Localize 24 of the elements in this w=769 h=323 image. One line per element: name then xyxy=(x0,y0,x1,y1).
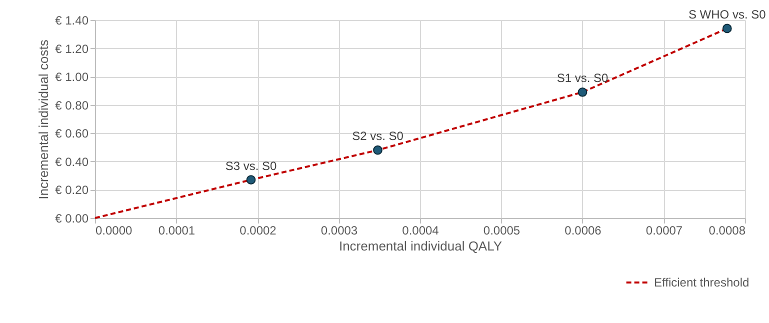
x-tick-label: 0.0000 xyxy=(96,224,133,238)
x-tick-label: 0.0005 xyxy=(483,224,520,238)
y-tick-label: € 0.60 xyxy=(55,126,89,141)
y-axis-title: Incremental individual costs xyxy=(36,39,52,200)
y-tick-label: € 0.40 xyxy=(55,154,89,169)
x-tick-label: 0.0001 xyxy=(158,224,196,238)
annotation: S WHO vs. S0 xyxy=(688,7,766,22)
x-axis-title: Incremental individual QALY xyxy=(338,238,502,254)
legend-label: Efficient threshold xyxy=(654,276,750,290)
annotation: S1 vs. S0 xyxy=(556,71,609,86)
y-tick-label: € 0.20 xyxy=(55,183,89,198)
annotation: S3 vs. S0 xyxy=(225,158,278,173)
x-tick-label: 0.0002 xyxy=(240,224,277,238)
y-tick-label: € 1.40 xyxy=(55,14,89,28)
y-tick-label: € 0.80 xyxy=(55,98,89,112)
annotation: S2 vs. S0 xyxy=(352,129,404,144)
y-tick-label: € 1.20 xyxy=(55,42,89,56)
y-tick-label: € 1.00 xyxy=(55,70,89,84)
x-tick-label: 0.0008 xyxy=(708,224,746,238)
y-tick-label: € 0.00 xyxy=(55,212,89,226)
x-tick-label: 0.0004 xyxy=(402,224,440,238)
x-tick-label: 0.0003 xyxy=(320,224,358,238)
x-tick-label: 0.0007 xyxy=(646,224,683,238)
x-tick-label: 0.0006 xyxy=(564,224,602,238)
